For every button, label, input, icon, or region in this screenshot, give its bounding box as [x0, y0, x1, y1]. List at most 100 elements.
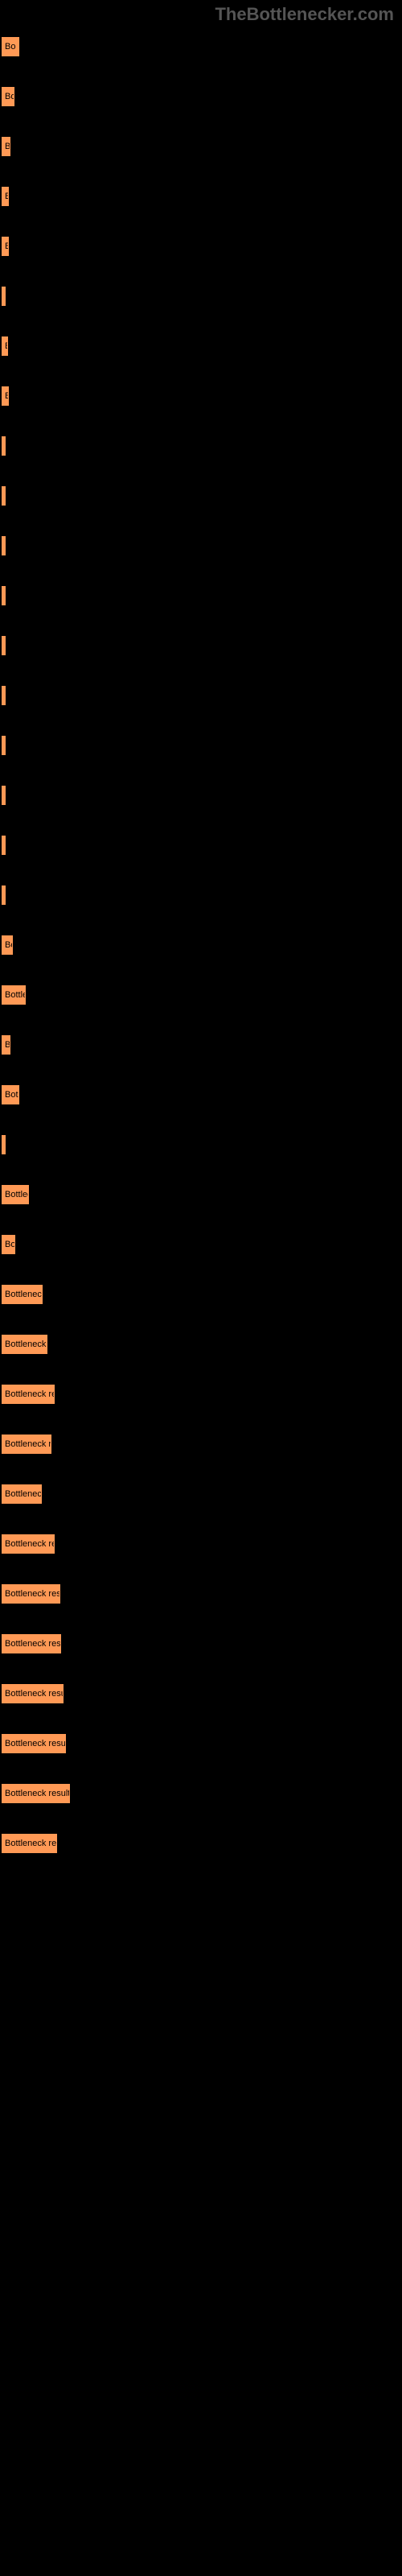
bar: B — [2, 336, 8, 356]
bar-label: B — [5, 192, 9, 201]
bar-label: Bottleneck resu — [5, 1639, 61, 1649]
bar-row: Bottleneck re — [2, 1435, 402, 1454]
bar: Bottleneck — [2, 1484, 42, 1504]
bar-row: Bottleneck r — [2, 1335, 402, 1354]
bar-row: Bottleneck res — [2, 1385, 402, 1404]
bar-label: Bo — [5, 92, 14, 101]
bar-row — [2, 486, 402, 506]
bar: Bot — [2, 1085, 19, 1104]
bar: B — [2, 137, 10, 156]
bar-row: B — [2, 137, 402, 156]
bar-label: B — [5, 341, 8, 351]
bar-label: B — [5, 391, 9, 401]
bar — [2, 287, 6, 306]
bar — [2, 786, 6, 805]
bar-row — [2, 586, 402, 605]
bar-row: Bo — [2, 87, 402, 106]
bar: Bottleneck resu — [2, 1584, 60, 1604]
bar — [2, 486, 6, 506]
bar-row: Bottleneck — [2, 1285, 402, 1304]
bar-row: Bottleneck resu — [2, 1634, 402, 1653]
bar-row — [2, 1135, 402, 1154]
bar: Bottleneck res — [2, 1534, 55, 1554]
bar-row: Bo — [2, 37, 402, 56]
bar-row: Bottleneck — [2, 1484, 402, 1504]
bar-row: Bottleneck res — [2, 1534, 402, 1554]
bar-row — [2, 436, 402, 456]
bar-label: B — [5, 1040, 10, 1050]
bar: Bottle — [2, 985, 26, 1005]
bar-row — [2, 836, 402, 855]
bar-row: Bottleneck resu — [2, 1584, 402, 1604]
bar-row: Bottleneck resul — [2, 1684, 402, 1703]
bar-chart: Bo Bo B B B B B Bo Bottle B Bot Bottleg Bo Bottleneck… — [0, 37, 402, 1853]
bar-row: Bottleneck res — [2, 1834, 402, 1853]
bar: Bo — [2, 1235, 15, 1254]
bar-row: B — [2, 386, 402, 406]
bar: Bottleneck — [2, 1285, 43, 1304]
bar-row: Bottle — [2, 985, 402, 1005]
bar: Bottleneck resul — [2, 1684, 64, 1703]
bar-label: Bottleneck res — [5, 1539, 55, 1549]
bar: Bottleneck result — [2, 1734, 66, 1753]
bar-row: Bo — [2, 935, 402, 955]
bar-row — [2, 686, 402, 705]
bar-row — [2, 886, 402, 905]
bar — [2, 436, 6, 456]
bar-label: Bottleneck — [5, 1290, 43, 1299]
bar-row: B — [2, 1035, 402, 1055]
bar-label: Bottleneck resul — [5, 1689, 64, 1699]
bar: Bottleneck resu — [2, 1634, 61, 1653]
bar: Bo — [2, 37, 19, 56]
bar: Bottleg — [2, 1185, 29, 1204]
bar-label: Bottleg — [5, 1190, 29, 1199]
bar — [2, 886, 6, 905]
bar — [2, 686, 6, 705]
bar-label: Bottleneck results — [5, 1789, 70, 1798]
bar: B — [2, 237, 9, 256]
bar: Bo — [2, 935, 13, 955]
bar — [2, 736, 6, 755]
bar-row: Bot — [2, 1085, 402, 1104]
bar: Bo — [2, 87, 14, 106]
bar-label: Bot — [5, 1090, 18, 1100]
bar-row: Bottleg — [2, 1185, 402, 1204]
bar: Bottleneck res — [2, 1834, 57, 1853]
bar-row — [2, 536, 402, 555]
bar-label: Bottle — [5, 990, 26, 1000]
bar: B — [2, 386, 9, 406]
bar-label: Bottleneck result — [5, 1739, 66, 1748]
bar-label: B — [5, 142, 10, 151]
bar: Bottleneck re — [2, 1435, 51, 1454]
bar-label: Bo — [5, 940, 13, 950]
bar-row: B — [2, 237, 402, 256]
bar: B — [2, 1035, 10, 1055]
bar-label: Bo — [5, 42, 15, 52]
bar-label: Bottleneck r — [5, 1340, 47, 1349]
bar-row: Bo — [2, 1235, 402, 1254]
bar: Bottleneck r — [2, 1335, 47, 1354]
bar — [2, 836, 6, 855]
bar-row: B — [2, 336, 402, 356]
bar-row — [2, 736, 402, 755]
bar-label: Bottleneck — [5, 1489, 42, 1499]
bar-label: Bottleneck resu — [5, 1589, 60, 1599]
bar: B — [2, 187, 9, 206]
bar — [2, 1135, 6, 1154]
bar: Bottleneck results — [2, 1784, 70, 1803]
bar-row — [2, 786, 402, 805]
bar — [2, 536, 6, 555]
bar — [2, 586, 6, 605]
bar-row — [2, 287, 402, 306]
bar-row — [2, 636, 402, 655]
bar-row: Bottleneck result — [2, 1734, 402, 1753]
watermark-text: TheBottlenecker.com — [0, 4, 402, 25]
bar-label: Bottleneck res — [5, 1389, 55, 1399]
bar-label: Bottleneck res — [5, 1839, 57, 1848]
bar-row: Bottleneck results — [2, 1784, 402, 1803]
bar-label: B — [5, 242, 9, 251]
bar: Bottleneck res — [2, 1385, 55, 1404]
bar-label: Bottleneck re — [5, 1439, 51, 1449]
bar — [2, 636, 6, 655]
bar-label: Bo — [5, 1240, 15, 1249]
